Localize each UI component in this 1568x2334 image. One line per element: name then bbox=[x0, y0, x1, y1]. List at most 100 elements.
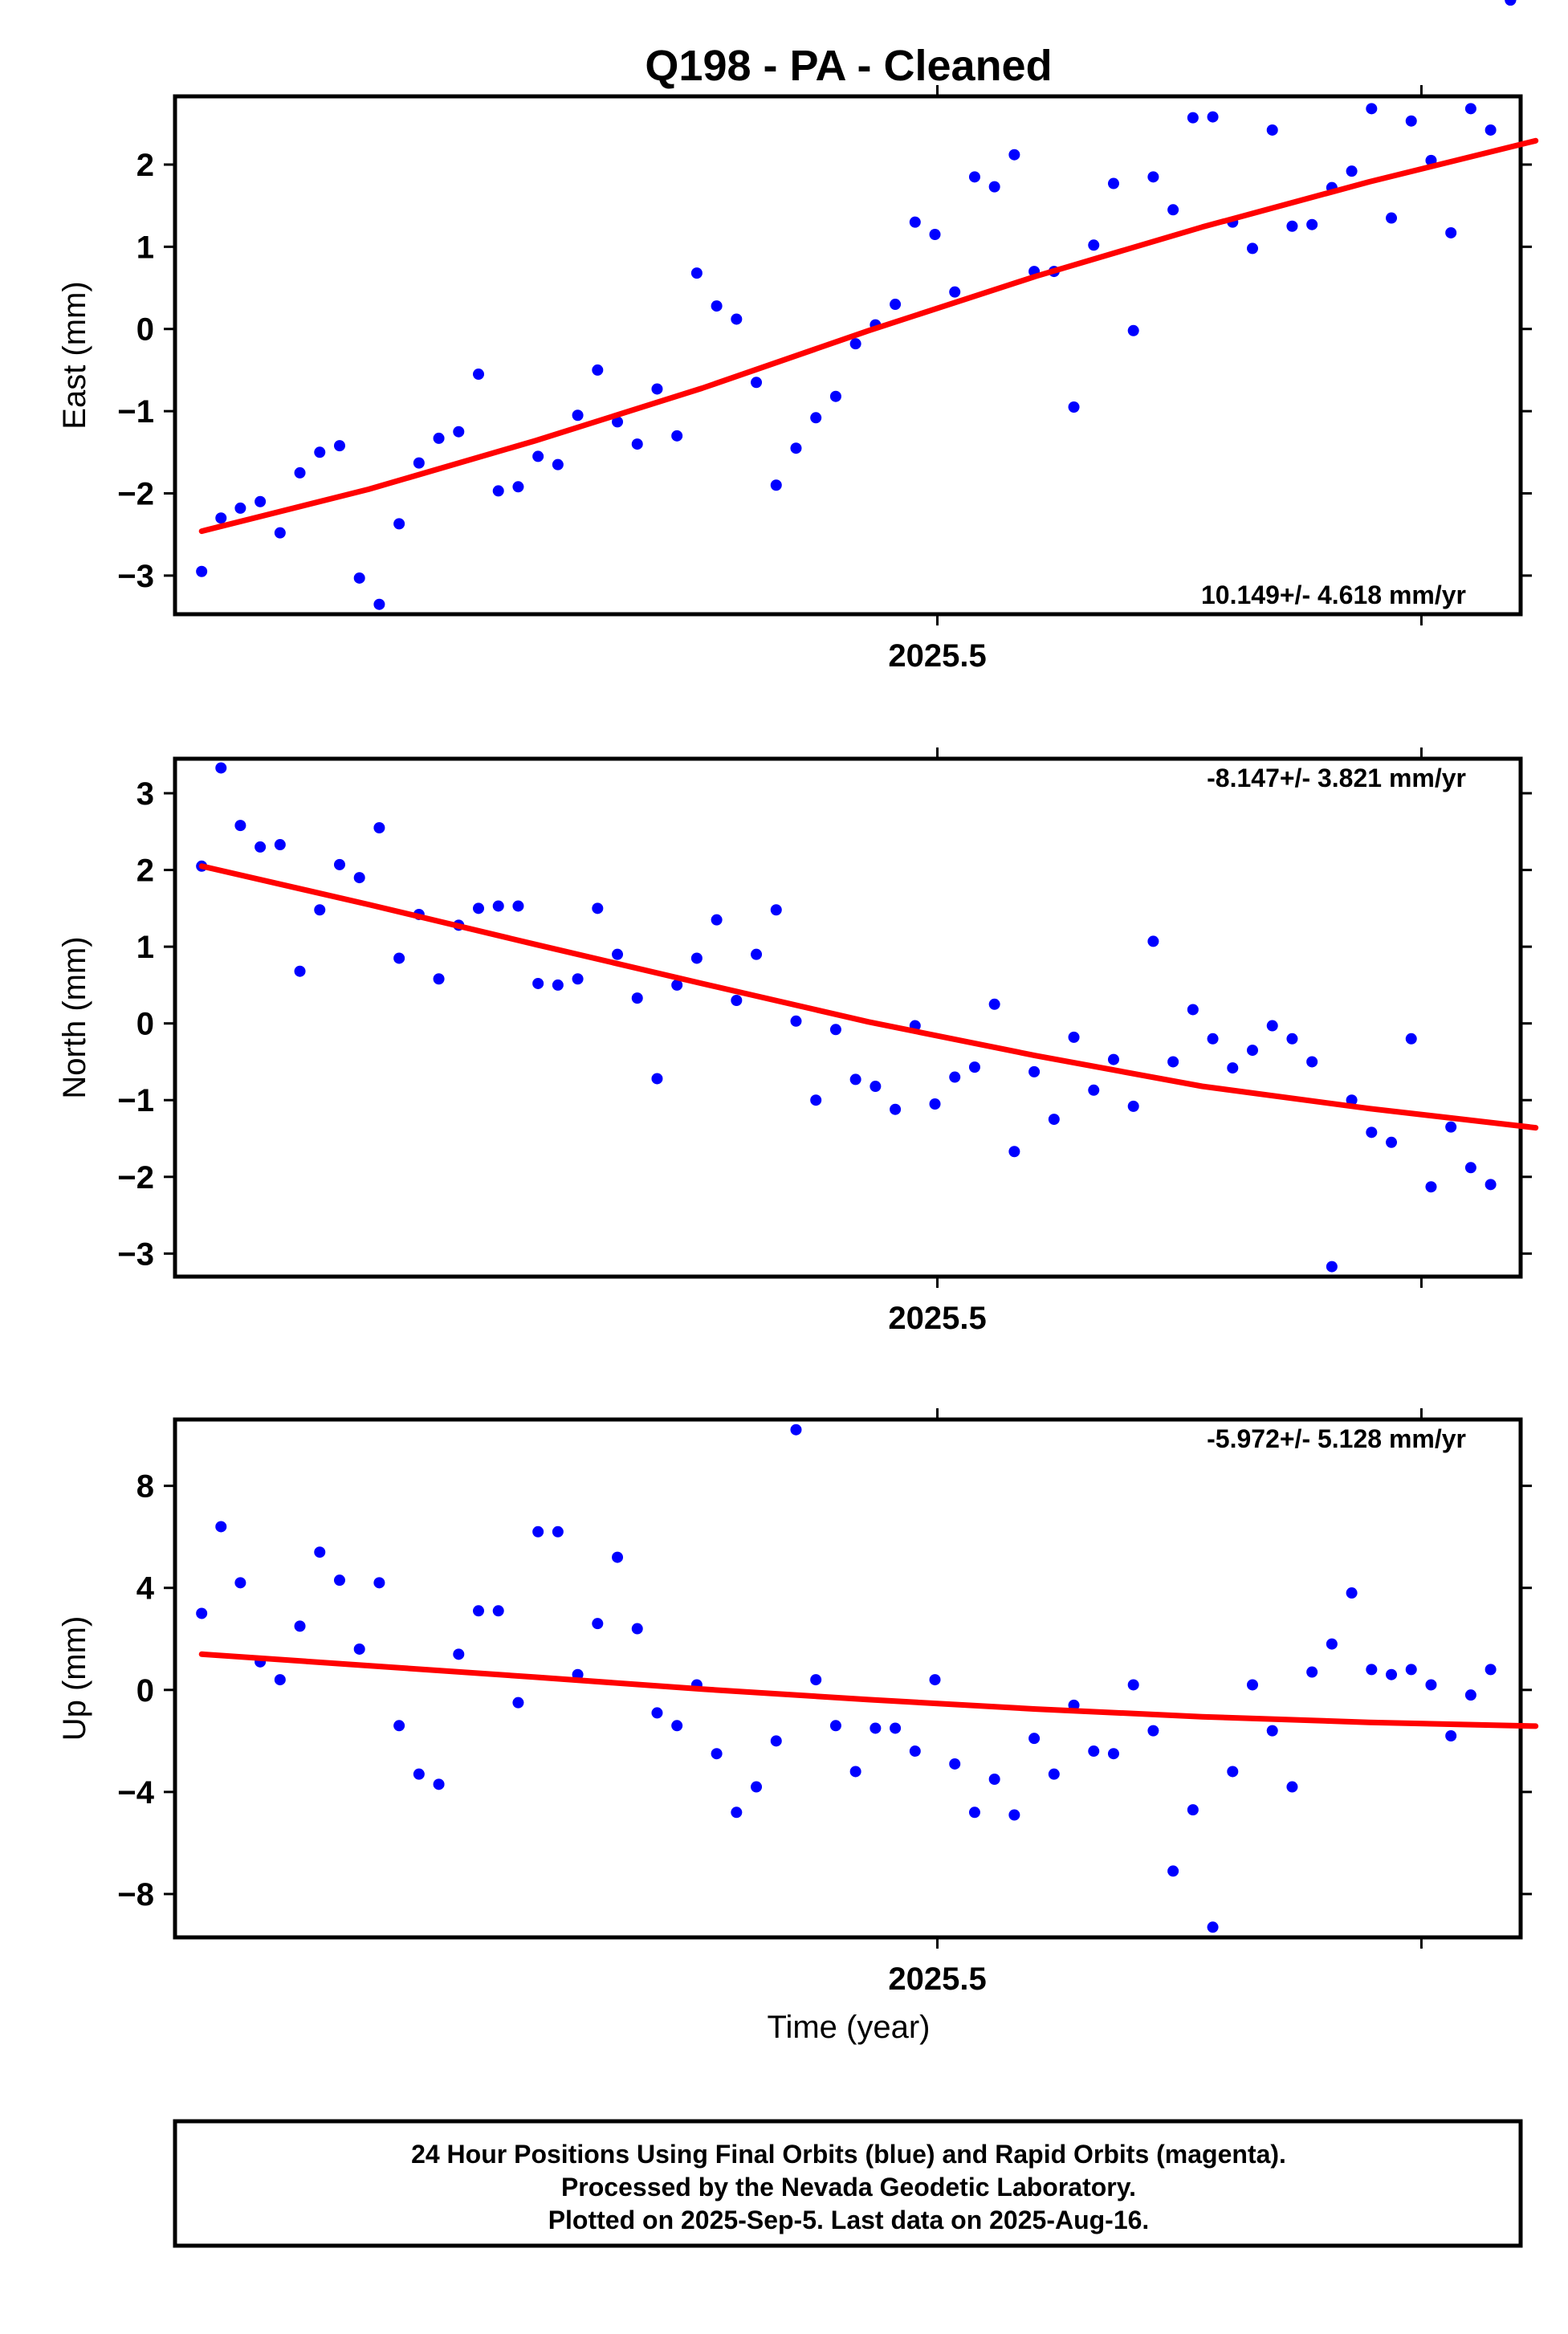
north-ytick-label: −2 bbox=[117, 1160, 154, 1196]
up-data-point bbox=[651, 1707, 663, 1719]
east-rate-label: 10.149+/- 4.618 mm/yr bbox=[1201, 580, 1466, 609]
east-ytick-label: −3 bbox=[117, 559, 154, 594]
east-data-point bbox=[433, 432, 445, 444]
up-data-point bbox=[512, 1697, 524, 1709]
north-data-point bbox=[1028, 1065, 1041, 1077]
north-data-point bbox=[829, 1024, 841, 1036]
east-data-point bbox=[949, 286, 961, 298]
north-data-point bbox=[849, 1073, 861, 1086]
north-data-point bbox=[890, 1103, 902, 1115]
up-data-point bbox=[1445, 1729, 1457, 1741]
north-data-point bbox=[731, 995, 743, 1006]
up-data-point bbox=[1028, 1733, 1041, 1745]
up-data-point bbox=[1207, 1921, 1219, 1933]
footer-line-2: Processed by the Nevada Geodetic Laborat… bbox=[561, 2173, 1136, 2202]
east-data-point bbox=[929, 229, 941, 240]
north-data-point bbox=[1048, 1114, 1060, 1126]
east-data-point bbox=[1386, 212, 1398, 224]
up-data-point bbox=[413, 1768, 425, 1780]
up-data-point bbox=[790, 1424, 802, 1436]
up-data-point bbox=[314, 1546, 326, 1558]
up-data-point bbox=[215, 1521, 227, 1533]
north-data-point bbox=[1147, 935, 1159, 947]
east-data-point bbox=[1147, 171, 1159, 183]
east-data-point bbox=[393, 518, 405, 530]
up-data-point bbox=[196, 1607, 208, 1619]
north-data-point bbox=[1068, 1031, 1080, 1043]
east-data-point bbox=[1405, 115, 1417, 127]
east-ytick-label: 1 bbox=[136, 230, 154, 265]
up-data-point bbox=[1048, 1768, 1060, 1780]
east-data-point bbox=[1306, 218, 1318, 230]
north-data-point bbox=[393, 952, 405, 964]
up-data-point bbox=[1127, 1679, 1139, 1691]
up-data-point bbox=[770, 1735, 782, 1747]
east-data-point bbox=[711, 300, 723, 312]
east-data-point bbox=[274, 527, 286, 539]
up-data-point bbox=[1187, 1804, 1199, 1816]
up-data-point bbox=[1425, 1679, 1437, 1691]
east-data-point bbox=[1187, 112, 1199, 124]
north-data-point bbox=[968, 1061, 980, 1073]
north-data-point bbox=[473, 902, 485, 914]
north-data-point bbox=[810, 1094, 822, 1106]
up-data-point bbox=[333, 1574, 345, 1587]
up-data-point bbox=[592, 1618, 604, 1630]
east-data-point bbox=[1068, 401, 1080, 413]
north-data-point bbox=[1286, 1033, 1298, 1045]
east-panel: −3 −2 −1 0 1 2 2025.5 East (mm) 10.149+/- 4.618 … bbox=[57, 0, 1539, 674]
up-data-point bbox=[751, 1781, 763, 1793]
up-data-point bbox=[731, 1807, 743, 1819]
north-data-point bbox=[1266, 1020, 1278, 1032]
north-ytick-label: 2 bbox=[136, 853, 154, 889]
up-ytick-label: 8 bbox=[136, 1469, 154, 1505]
north-data-point bbox=[1227, 1062, 1239, 1074]
up-data-point bbox=[1485, 1664, 1497, 1676]
north-data-point bbox=[1187, 1004, 1199, 1016]
footer-box bbox=[173, 2119, 1523, 2248]
north-data-point bbox=[711, 914, 723, 926]
north-data-point bbox=[333, 858, 345, 870]
east-data-point bbox=[1464, 103, 1476, 115]
up-data-point bbox=[1505, 0, 1517, 6]
east-data-point bbox=[890, 299, 902, 311]
up-fit-line bbox=[198, 1651, 1539, 1729]
east-data-point bbox=[1088, 239, 1100, 251]
north-data-point bbox=[255, 841, 267, 853]
north-data-point bbox=[612, 948, 624, 960]
east-y-axis-label: East (mm) bbox=[57, 281, 92, 429]
east-frame bbox=[173, 94, 1523, 617]
east-data-point bbox=[1445, 226, 1457, 238]
east-data-point bbox=[651, 383, 663, 395]
east-data-point bbox=[1485, 124, 1497, 136]
east-data-point bbox=[215, 512, 227, 524]
north-data-point bbox=[671, 979, 683, 991]
up-data-point bbox=[353, 1643, 365, 1655]
north-data-point bbox=[690, 952, 703, 964]
east-data-point bbox=[1266, 124, 1278, 136]
east-xtick-label: 2025.5 bbox=[888, 638, 986, 674]
north-data-point bbox=[870, 1081, 882, 1093]
north-data-point bbox=[1386, 1136, 1398, 1148]
east-data-point bbox=[552, 458, 564, 470]
up-data-point bbox=[294, 1620, 306, 1632]
east-data-point bbox=[829, 390, 841, 402]
up-data-point bbox=[810, 1674, 822, 1686]
up-data-point bbox=[433, 1778, 445, 1790]
east-data-point bbox=[1346, 165, 1358, 177]
chart-title: Q198 - PA - Cleaned bbox=[645, 42, 1052, 90]
east-data-point bbox=[512, 481, 524, 493]
up-data-point bbox=[890, 1722, 902, 1734]
east-data-point bbox=[413, 457, 425, 469]
up-data-point bbox=[453, 1648, 465, 1660]
north-data-point bbox=[294, 965, 306, 977]
up-data-point bbox=[1008, 1809, 1020, 1821]
up-data-point bbox=[870, 1722, 882, 1734]
north-data-point bbox=[234, 820, 246, 832]
north-data-point bbox=[949, 1071, 961, 1083]
up-data-point bbox=[1247, 1679, 1259, 1691]
east-data-point bbox=[1286, 220, 1298, 232]
east-data-point bbox=[690, 267, 703, 279]
north-xtick-label: 2025.5 bbox=[888, 1301, 986, 1336]
north-data-point bbox=[1107, 1053, 1119, 1065]
